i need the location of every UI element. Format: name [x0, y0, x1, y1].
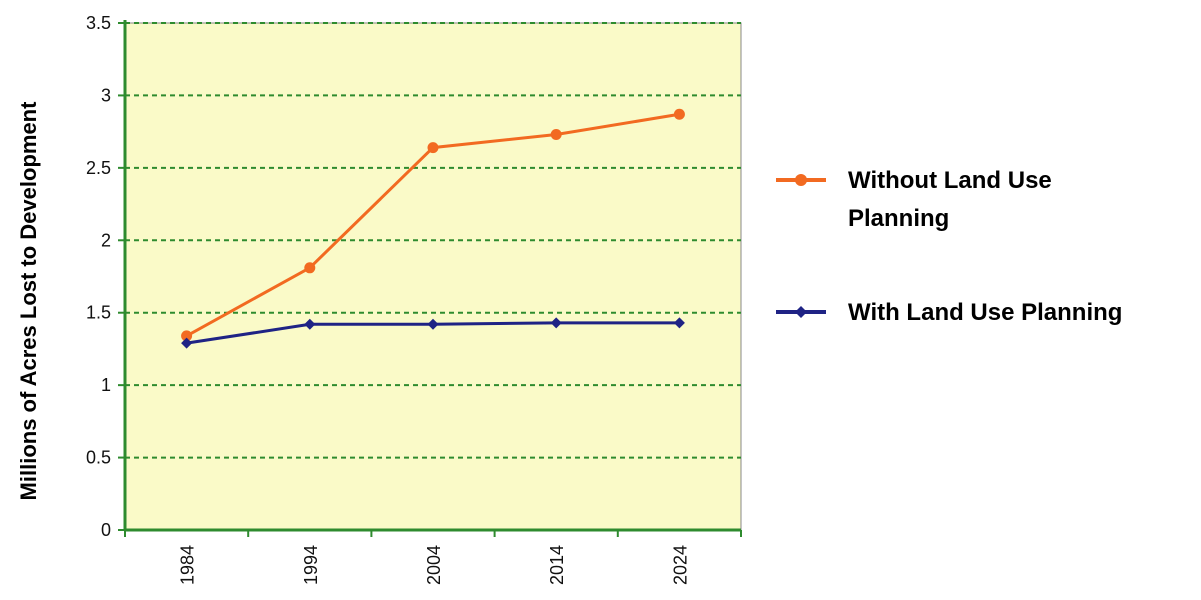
data-point-with-land-use-planning	[304, 318, 316, 330]
y-tick-label: 2.5	[86, 158, 111, 178]
x-tick-label: 2004	[424, 545, 444, 585]
y-tick-label: 3	[101, 85, 111, 105]
data-point-with-land-use-planning	[181, 337, 193, 349]
data-point-without-land-use-planning	[181, 330, 193, 342]
y-tick-label: 1	[101, 375, 111, 395]
data-point-without-land-use-planning	[550, 129, 562, 141]
y-axis-label: Millions of Acres Lost to Development	[16, 101, 41, 501]
x-tick-label: 2014	[547, 545, 567, 585]
legend-item-with-land-use-planning: With Land Use Planning	[776, 299, 1122, 326]
legend-marker	[795, 306, 807, 318]
legend: Without Land Use Planning With Land Use Pl…	[776, 167, 1122, 326]
x-tick-labels: 1984 1994 2004 2014 2024	[178, 545, 691, 585]
x-tick-label: 1984	[178, 545, 198, 585]
x-tick-label: 1994	[301, 545, 321, 585]
legend-marker	[795, 174, 807, 186]
y-tick-label: 0.5	[86, 448, 111, 468]
axes	[118, 20, 742, 537]
y-tick-label: 3.5	[86, 13, 111, 33]
legend-item-without-land-use-planning: Without Land Use Planning	[776, 167, 1052, 232]
data-point-with-land-use-planning	[673, 317, 685, 329]
data-point-without-land-use-planning	[304, 262, 316, 274]
y-tick-label: 0	[101, 520, 111, 540]
data-point-without-land-use-planning	[673, 108, 685, 120]
legend-label: With Land Use Planning	[848, 299, 1122, 326]
series-lines	[181, 108, 685, 349]
y-tick-label: 2	[101, 230, 111, 250]
data-point-with-land-use-planning	[427, 318, 439, 330]
x-tick-label: 2024	[670, 545, 690, 585]
y-tick-label: 1.5	[86, 303, 111, 323]
y-tick-labels: 0 0.5 1 1.5 2 2.5 3 3.5	[86, 13, 111, 540]
legend-label: Planning	[848, 205, 949, 232]
data-point-without-land-use-planning	[427, 142, 439, 154]
plot-area	[124, 22, 742, 531]
data-point-with-land-use-planning	[550, 317, 562, 329]
legend-label: Without Land Use	[848, 167, 1052, 194]
